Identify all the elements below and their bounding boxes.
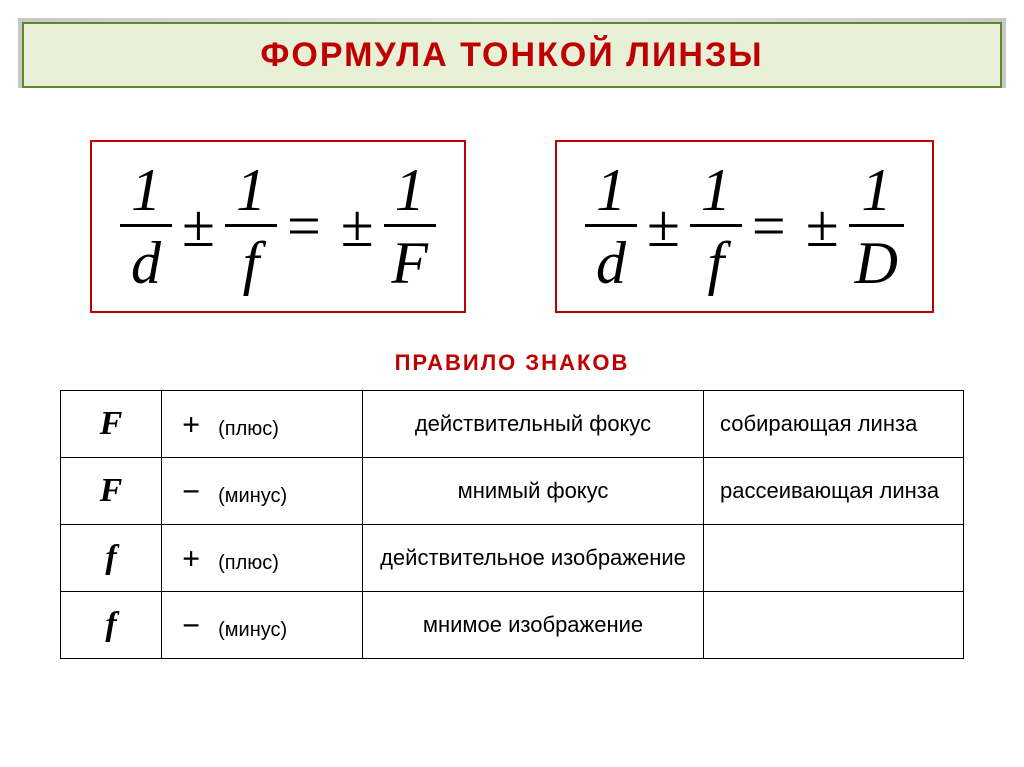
sign-label: (минус) <box>218 485 287 507</box>
fraction: 1 d <box>585 160 637 293</box>
rule-sign: + (плюс) <box>162 525 363 592</box>
rule-desc: мнимое изображение <box>363 592 704 659</box>
numerator: 1 <box>230 160 272 224</box>
rule-desc: действительное изображение <box>363 525 704 592</box>
rule-note <box>704 525 964 592</box>
title-frame: ФОРМУЛА ТОНКОЙ ЛИНЗЫ <box>18 18 1006 88</box>
fraction: 1 F <box>384 160 436 293</box>
formula-right: 1 d ± 1 f = ± 1 D <box>585 160 904 293</box>
rule-note <box>704 592 964 659</box>
rule-desc: мнимый фокус <box>363 458 704 525</box>
plus-minus: ± <box>806 192 839 261</box>
numerator: 1 <box>695 160 737 224</box>
denominator: d <box>120 224 172 293</box>
denominator: D <box>849 224 904 293</box>
denominator: d <box>585 224 637 293</box>
equals: = <box>752 192 786 261</box>
rule-note: рассеивающая линза <box>704 458 964 525</box>
table-row: F + (плюс) действительный фокус собирающ… <box>61 391 964 458</box>
rule-sign: − (минус) <box>162 592 363 659</box>
plus-minus: ± <box>182 192 215 261</box>
subtitle: ПРАВИЛО ЗНАКОВ <box>0 350 1024 376</box>
rule-symbol: f <box>61 592 162 659</box>
sign-char: + <box>182 540 212 577</box>
table-row: f − (минус) мнимое изображение <box>61 592 964 659</box>
rule-sign: + (плюс) <box>162 391 363 458</box>
rule-sign: − (минус) <box>162 458 363 525</box>
formula-left-box: 1 d ± 1 f = ± 1 F <box>90 140 466 313</box>
denominator: f <box>225 224 277 293</box>
page-title: ФОРМУЛА ТОНКОЙ ЛИНЗЫ <box>260 36 763 75</box>
rule-symbol: F <box>61 391 162 458</box>
fraction: 1 d <box>120 160 172 293</box>
sign-label: (плюс) <box>218 552 279 574</box>
rule-note: собирающая линза <box>704 391 964 458</box>
fraction: 1 f <box>225 160 277 293</box>
numerator: 1 <box>125 160 167 224</box>
sign-label: (минус) <box>218 619 287 641</box>
sign-char: + <box>182 406 212 443</box>
equals: = <box>287 192 321 261</box>
sign-char: − <box>182 473 212 510</box>
table-row: F − (минус) мнимый фокус рассеивающая ли… <box>61 458 964 525</box>
plus-minus: ± <box>341 192 374 261</box>
title-box: ФОРМУЛА ТОНКОЙ ЛИНЗЫ <box>22 22 1002 88</box>
numerator: 1 <box>855 160 897 224</box>
sign-char: − <box>182 607 212 644</box>
sign-label: (плюс) <box>218 418 279 440</box>
numerator: 1 <box>590 160 632 224</box>
plus-minus: ± <box>647 192 680 261</box>
denominator: F <box>384 224 436 293</box>
rule-desc: действительный фокус <box>363 391 704 458</box>
denominator: f <box>690 224 742 293</box>
table-row: f + (плюс) действительное изображение <box>61 525 964 592</box>
rule-symbol: f <box>61 525 162 592</box>
formulas-row: 1 d ± 1 f = ± 1 F 1 d ± 1 f <box>90 140 934 313</box>
formula-right-box: 1 d ± 1 f = ± 1 D <box>555 140 934 313</box>
numerator: 1 <box>389 160 431 224</box>
fraction: 1 D <box>849 160 904 293</box>
rule-symbol: F <box>61 458 162 525</box>
formula-left: 1 d ± 1 f = ± 1 F <box>120 160 436 293</box>
rules-table: F + (плюс) действительный фокус собирающ… <box>60 390 964 659</box>
fraction: 1 f <box>690 160 742 293</box>
